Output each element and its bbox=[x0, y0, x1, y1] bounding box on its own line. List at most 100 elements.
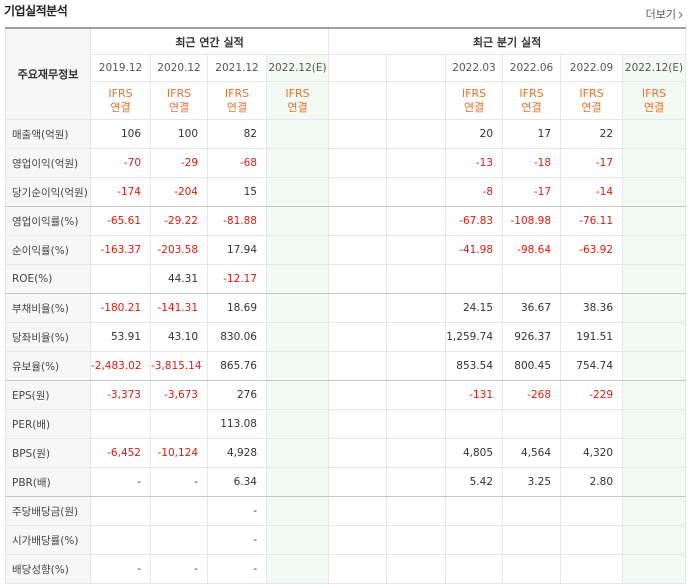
value-cell: -98.64 bbox=[502, 235, 562, 265]
value-cell bbox=[560, 496, 624, 526]
accounting-standard: IFRS bbox=[579, 86, 604, 100]
value-cell: 4,805 bbox=[445, 438, 504, 468]
accounting-standard: IFRS bbox=[166, 86, 192, 100]
value-cell: -17 bbox=[560, 148, 624, 178]
value-cell bbox=[386, 380, 447, 410]
value-cell: 865.76 bbox=[207, 351, 267, 381]
value-cell bbox=[622, 525, 687, 555]
row-label: 주당배당금(원) bbox=[5, 496, 91, 526]
value-cell bbox=[622, 322, 687, 352]
value-cell bbox=[265, 235, 330, 265]
period: 2020.12 bbox=[150, 54, 208, 82]
data-row: BPS(원) -6,452 -10,124 4,928 4,805 4,564 4,320 bbox=[5, 438, 687, 468]
value-cell: 5.42 bbox=[445, 467, 504, 497]
value-cell: 17 bbox=[502, 119, 562, 149]
value-cell: 3.25 bbox=[502, 467, 562, 497]
data-row: PBR(배) - -6.34 5.42 3.25 2.80 bbox=[5, 467, 687, 497]
value-cell: -67.83 bbox=[445, 206, 504, 236]
value-cell bbox=[328, 380, 388, 410]
value-cell: -3,373 bbox=[90, 380, 151, 410]
period bbox=[328, 54, 388, 82]
more-link[interactable]: 더보기 bbox=[646, 6, 683, 22]
value-cell bbox=[560, 525, 624, 555]
accounting: IFRS 연결 bbox=[560, 81, 624, 120]
value-cell bbox=[502, 264, 562, 294]
value-cell bbox=[265, 293, 330, 323]
value-cell bbox=[386, 467, 447, 497]
value-cell: -108.98 bbox=[502, 206, 562, 236]
data-row: 부채비율(%) -180.21 -141.31 18.69 24.15 36.67 38.3… bbox=[5, 293, 687, 323]
value-cell bbox=[265, 177, 330, 207]
value-cell bbox=[386, 293, 447, 323]
accounting-basis: 연결 bbox=[643, 100, 665, 114]
value-cell: 853.54 bbox=[445, 351, 504, 381]
accounting: IFRS 연결 bbox=[150, 81, 208, 120]
accounting-basis: 연결 bbox=[287, 100, 308, 114]
value-cell bbox=[386, 119, 447, 149]
value-cell bbox=[386, 322, 447, 352]
row-label: 부채비율(%) bbox=[5, 293, 91, 323]
value-cell bbox=[386, 351, 447, 381]
value-cell bbox=[328, 148, 388, 178]
accounting-basis: 연결 bbox=[110, 100, 131, 114]
value-cell: -2,483.02 bbox=[90, 351, 151, 381]
row-label: 당기순이익(억원) bbox=[5, 177, 91, 207]
value-cell: 53.91 bbox=[90, 322, 151, 352]
value-cell: 44.31 bbox=[150, 264, 208, 294]
value-cell bbox=[265, 119, 330, 149]
value-cell: - bbox=[207, 554, 267, 584]
value-cell bbox=[328, 525, 388, 555]
value-cell bbox=[265, 496, 330, 526]
value-cell bbox=[386, 438, 447, 468]
period: 2021.12 bbox=[207, 54, 267, 82]
accounting: IFRS 연결 bbox=[622, 81, 687, 120]
row-label: 영업이익률(%) bbox=[5, 206, 91, 236]
value-cell: -12.17 bbox=[207, 264, 267, 294]
value-cell: - bbox=[90, 467, 151, 497]
value-cell bbox=[622, 351, 687, 381]
value-cell bbox=[445, 554, 504, 584]
data-row: 시가배당률(%) - bbox=[5, 525, 687, 555]
value-cell bbox=[90, 264, 151, 294]
row-label: 배당성향(%) bbox=[5, 554, 91, 584]
value-cell: -180.21 bbox=[90, 293, 151, 323]
value-cell: -29.22 bbox=[150, 206, 208, 236]
data-row: 영업이익(억원) -70 -29 -68 -13 -18 -17 bbox=[5, 148, 687, 178]
row-label: EPS(원) bbox=[5, 380, 91, 410]
value-cell bbox=[622, 235, 687, 265]
value-cell: -268 bbox=[502, 380, 562, 410]
value-cell bbox=[265, 438, 330, 468]
value-cell bbox=[560, 264, 624, 294]
value-cell bbox=[445, 409, 504, 439]
value-cell bbox=[328, 467, 388, 497]
value-cell: 4,320 bbox=[560, 438, 624, 468]
value-cell: - bbox=[90, 554, 151, 584]
value-cell: -6,452 bbox=[90, 438, 151, 468]
period: 2022.06 bbox=[502, 54, 562, 82]
row-label: BPS(원) bbox=[5, 438, 91, 468]
accounting: IFRS 연결 bbox=[502, 81, 562, 120]
chevron bbox=[678, 11, 683, 19]
value-cell: -14 bbox=[560, 177, 624, 207]
value-cell: 1,259.74 bbox=[445, 322, 504, 352]
value-cell: 830.06 bbox=[207, 322, 267, 352]
value-cell: -76.11 bbox=[560, 206, 624, 236]
value-cell: -174 bbox=[90, 177, 151, 207]
value-cell bbox=[445, 264, 504, 294]
value-cell: 18.69 bbox=[207, 293, 267, 323]
period: 2022.03 bbox=[445, 54, 504, 82]
value-cell bbox=[386, 264, 447, 294]
more-text[interactable]: 더보기 bbox=[645, 8, 676, 21]
data-row: 주당배당금(원) - bbox=[5, 496, 687, 526]
group-header-row: 주요재무정보 최근 연간 실적 최근 분기 실적 bbox=[5, 27, 687, 120]
value-cell: -141.31 bbox=[150, 293, 208, 323]
accounting: IFRS 연결 bbox=[207, 81, 267, 120]
accounting bbox=[328, 81, 388, 120]
value-cell bbox=[445, 496, 504, 526]
value-cell bbox=[328, 438, 388, 468]
value-cell bbox=[265, 380, 330, 410]
value-cell: -163.37 bbox=[90, 235, 151, 265]
value-cell bbox=[622, 467, 687, 497]
value-cell: 4,564 bbox=[502, 438, 562, 468]
value-cell bbox=[328, 554, 388, 584]
